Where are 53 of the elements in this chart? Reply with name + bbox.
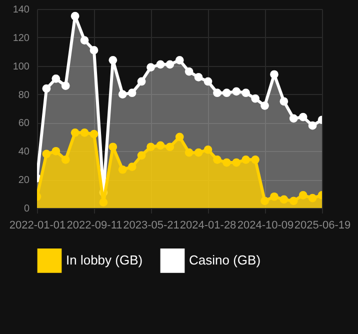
- point: [184, 67, 194, 76]
- point: [280, 97, 288, 106]
- x-tick-label: 2024-01-28: [180, 220, 236, 232]
- x-tick-label: 2025-06-19: [294, 220, 351, 232]
- point: [270, 70, 278, 79]
- point: [175, 132, 184, 142]
- x-tick-label: 2022-09-11: [66, 220, 122, 232]
- y-tick-label: 60: [18, 118, 30, 130]
- point: [166, 142, 174, 152]
- y-tick-label: 120: [12, 32, 30, 44]
- point: [52, 74, 60, 83]
- point: [137, 151, 146, 160]
- point: [128, 88, 136, 98]
- point: [251, 94, 260, 103]
- point: [213, 155, 222, 164]
- point: [61, 82, 70, 90]
- point: [61, 155, 70, 164]
- point: [166, 60, 174, 69]
- y-tick-label: 20: [18, 175, 30, 186]
- point: [194, 73, 203, 82]
- point: [90, 46, 98, 54]
- point: [242, 88, 250, 98]
- point: [260, 101, 269, 110]
- x-tick-label: 2024-10-09: [237, 220, 294, 232]
- y-tick-label: 40: [18, 146, 30, 158]
- point: [52, 146, 60, 156]
- y-tick-label: 0: [24, 204, 30, 214]
- point: [80, 36, 89, 44]
- x-tick-label: 2022-01-01: [9, 220, 66, 232]
- y-tick-label: 140: [12, 4, 30, 16]
- point: [298, 191, 308, 200]
- point: [99, 198, 108, 206]
- legend-label: Casino (GB): [189, 252, 261, 268]
- y-tick-label: 80: [18, 90, 30, 101]
- point: [204, 146, 212, 154]
- point: [175, 56, 184, 64]
- point: [42, 84, 51, 93]
- x-tick-label: 2023-05-21: [123, 220, 180, 232]
- legend-label: In lobby (GB): [66, 252, 143, 268]
- point: [108, 56, 118, 64]
- y-tick-label: 100: [12, 61, 30, 72]
- point: [90, 130, 98, 138]
- point: [108, 142, 118, 152]
- point: [270, 192, 278, 201]
- point: [251, 155, 260, 164]
- point: [260, 196, 269, 206]
- point: [137, 77, 146, 86]
- point: [128, 162, 136, 171]
- point: [204, 77, 212, 86]
- point: [298, 112, 308, 122]
- point: [70, 12, 80, 20]
- point: [308, 121, 317, 130]
- point: [289, 196, 298, 206]
